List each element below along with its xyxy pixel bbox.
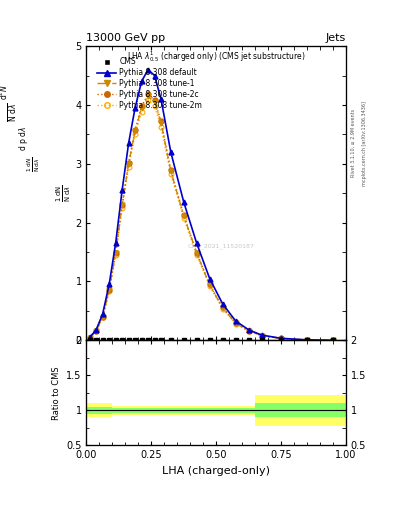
CMS [233, 337, 238, 344]
CMS [152, 337, 157, 344]
CMS [133, 337, 138, 344]
CMS [107, 337, 112, 344]
CMS [159, 337, 163, 344]
CMS [139, 337, 144, 344]
CMS [331, 337, 335, 344]
Text: $\frac{1}{\mathrm{N}} \frac{\mathrm{d}N}{\mathrm{d}\lambda}$: $\frac{1}{\mathrm{N}} \frac{\mathrm{d}N}… [25, 156, 42, 172]
CMS [169, 337, 173, 344]
CMS [208, 337, 212, 344]
Text: LHA $\lambda^{1}_{0.5}$ (charged only) (CMS jet substructure): LHA $\lambda^{1}_{0.5}$ (charged only) (… [127, 49, 305, 64]
Y-axis label: Ratio to CMS: Ratio to CMS [51, 366, 61, 420]
Text: $\overline{\mathrm{N}\ \mathrm{d}\lambda}$: $\overline{\mathrm{N}\ \mathrm{d}\lambda… [8, 103, 20, 122]
CMS [146, 337, 151, 344]
X-axis label: LHA (charged-only): LHA (charged-only) [162, 466, 270, 476]
Text: 13000 GeV pp: 13000 GeV pp [86, 33, 165, 42]
Text: CMS_2021_11520187: CMS_2021_11520187 [188, 243, 255, 249]
CMS [87, 337, 92, 344]
CMS [120, 337, 125, 344]
Text: mcplots.cern.ch [arXiv:1306.3436]: mcplots.cern.ch [arXiv:1306.3436] [362, 101, 367, 186]
Text: Jets: Jets [325, 33, 346, 42]
CMS [113, 337, 118, 344]
CMS [279, 337, 283, 344]
Text: $\mathrm{d}^2N$: $\mathrm{d}^2N$ [0, 84, 10, 100]
CMS [246, 337, 251, 344]
Line: CMS: CMS [88, 338, 334, 342]
CMS [220, 337, 225, 344]
CMS [305, 337, 309, 344]
Legend: CMS, Pythia 8.308 default, Pythia 8.308 tune-1, Pythia 8.308 tune-2c, Pythia 8.3: CMS, Pythia 8.308 default, Pythia 8.308 … [95, 56, 204, 112]
Text: Rivet 3.1.10, ≥ 2.9M events: Rivet 3.1.10, ≥ 2.9M events [351, 109, 356, 178]
CMS [94, 337, 99, 344]
Y-axis label: $\frac{1}{\mathrm{N}}\frac{\mathrm{dN}}{\mathrm{d}\lambda}$: $\frac{1}{\mathrm{N}}\frac{\mathrm{dN}}{… [54, 184, 73, 202]
CMS [259, 337, 264, 344]
CMS [182, 337, 186, 344]
CMS [195, 337, 199, 344]
Text: $\mathrm{d}\ \mathrm{p}\ \mathrm{d}\lambda$: $\mathrm{d}\ \mathrm{p}\ \mathrm{d}\lamb… [17, 125, 30, 151]
CMS [126, 337, 131, 344]
CMS [100, 337, 105, 344]
